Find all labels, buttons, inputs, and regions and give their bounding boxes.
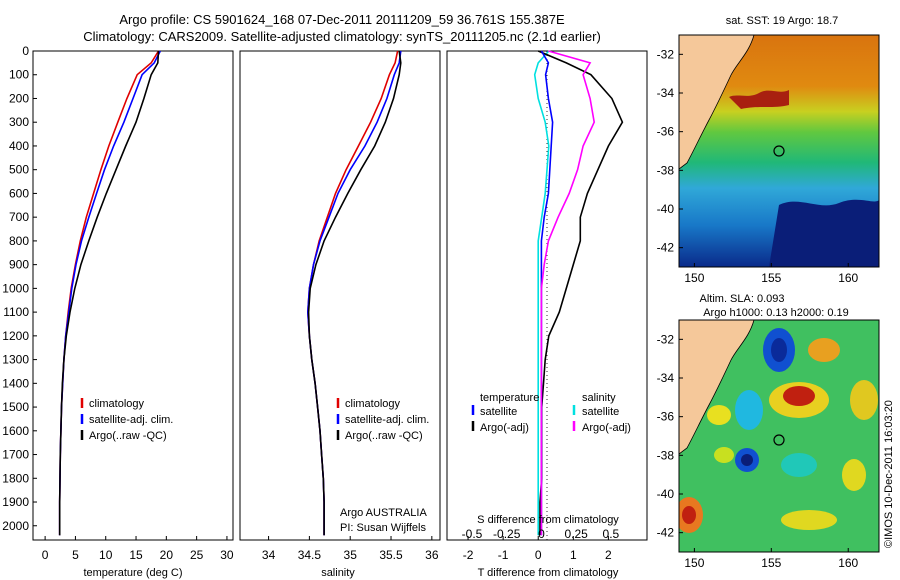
sst-map-title: sat. SST: 19 Argo: 18.7	[726, 15, 839, 27]
lat-tick-label: -36	[657, 125, 675, 139]
lat-tick-label: -34	[657, 371, 675, 385]
series-line-argo-raw-qc-	[307, 50, 402, 536]
sal-xlabel: salinity	[321, 567, 355, 579]
argo-credit-line2: PI: Susan Wijffels	[340, 522, 426, 534]
sst-map: sat. SST: 19 Argo: 18.7 -3	[657, 15, 880, 285]
sal-legend-satellite: satellite-adj. clim.	[345, 414, 429, 426]
temp-legend-satellite: satellite-adj. clim.	[89, 414, 173, 426]
series-line-salinity-argo-adj-	[540, 50, 596, 536]
lat-tick-label: -42	[657, 526, 675, 540]
x-tick-label: -1	[498, 548, 509, 562]
temp-legend: climatology satellite-adj. clim. Argo(..…	[80, 398, 173, 442]
y-tick-label: 0	[22, 44, 29, 58]
y-tick-label: 1700	[2, 448, 29, 462]
y-tick-label: 1800	[2, 471, 29, 485]
sal-legend-climatology: climatology	[345, 398, 401, 410]
lat-tick-label: -40	[657, 487, 675, 501]
s-tick-label: 0	[538, 527, 545, 541]
x-tick-label: 5	[72, 548, 79, 562]
series-line-temperature-satellite	[533, 50, 550, 536]
y-tick-label: 400	[9, 139, 29, 153]
y-tick-label: 100	[9, 68, 29, 82]
lat-tick-label: -38	[657, 163, 675, 177]
y-tick-label: 700	[9, 210, 29, 224]
t-diff-label: T difference from climatology	[478, 567, 619, 579]
y-tick-label: 1400	[2, 376, 29, 390]
temperature-panel: 0100200300400500600700800900100011001200…	[2, 44, 234, 579]
x-tick-label: 0	[535, 548, 542, 562]
x-tick-label: 15	[129, 548, 143, 562]
x-tick-label: -2	[463, 548, 474, 562]
y-tick-label: 200	[9, 91, 29, 105]
y-tick-label: 900	[9, 258, 29, 272]
lat-tick-label: -40	[657, 202, 675, 216]
s-tick-label: -0.5	[462, 527, 483, 541]
y-tick-label: 1000	[2, 281, 29, 295]
lat-tick-label: -38	[657, 448, 675, 462]
y-tick-label: 1900	[2, 495, 29, 509]
lon-tick-label: 155	[761, 556, 781, 570]
x-tick-label: 34.5	[298, 548, 322, 562]
x-tick-label: 36	[425, 548, 439, 562]
x-tick-label: 20	[160, 548, 174, 562]
lat-tick-label: -42	[657, 241, 675, 255]
diff-legend-temp-argo: Argo(-adj)	[480, 422, 529, 434]
y-tick-label: 300	[9, 115, 29, 129]
x-tick-label: 1	[570, 548, 577, 562]
diff-legend-sal-head: salinity	[582, 392, 616, 404]
x-tick-label: 34	[262, 548, 276, 562]
y-tick-label: 800	[9, 234, 29, 248]
diff-legend-sal-sat: satellite	[582, 406, 619, 418]
sla-map-title-1: Altim. SLA: 0.093	[700, 293, 785, 305]
s-tick-label: -0.25	[493, 527, 521, 541]
title-line-1: Argo profile: CS 5901624_168 07-Dec-2011…	[119, 12, 565, 27]
lon-tick-label: 155	[761, 271, 781, 285]
temp-legend-climatology: climatology	[89, 398, 145, 410]
y-tick-label: 500	[9, 163, 29, 177]
y-tick-label: 1500	[2, 400, 29, 414]
sal-legend: climatology satellite-adj. clim. Argo(..…	[336, 398, 429, 442]
title-line-2: Climatology: CARS2009. Satellite-adjuste…	[83, 29, 601, 44]
sal-legend-argo: Argo(..raw -QC)	[345, 430, 423, 442]
lat-tick-label: -36	[657, 410, 675, 424]
temp-xlabel: temperature (deg C)	[83, 567, 182, 579]
lat-tick-label: -32	[657, 47, 675, 61]
lat-tick-label: -32	[657, 332, 675, 346]
x-tick-label: 25	[190, 548, 204, 562]
lon-tick-label: 150	[684, 271, 704, 285]
temp-legend-argo: Argo(..raw -QC)	[89, 430, 167, 442]
lon-tick-label: 150	[684, 556, 704, 570]
argo-credit-line1: Argo AUSTRALIA	[340, 507, 427, 519]
diff-legend-temp-head: temperature	[480, 392, 539, 404]
s-diff-label: S difference from climatology	[477, 514, 619, 526]
sla-map-title-2: Argo h1000: 0.13 h2000: 0.19	[703, 307, 849, 319]
x-tick-label: 0	[42, 548, 49, 562]
s-tick-label: 0.25	[564, 527, 588, 541]
s-tick-label: 0.5	[603, 527, 620, 541]
y-tick-label: 1600	[2, 424, 29, 438]
series-line-argo-raw-qc-	[58, 50, 160, 536]
lon-tick-label: 160	[838, 556, 858, 570]
y-tick-label: 1100	[3, 305, 29, 319]
imos-credit: ©IMOS 10-Dec-2011 16:03:20	[883, 400, 895, 548]
x-tick-label: 30	[220, 548, 234, 562]
y-tick-label: 1300	[2, 353, 29, 367]
lon-tick-label: 160	[838, 271, 858, 285]
x-tick-label: 10	[99, 548, 113, 562]
x-tick-label: 35	[344, 548, 358, 562]
lat-tick-label: -34	[657, 86, 675, 100]
x-tick-label: 35.5	[379, 548, 403, 562]
x-tick-label: 2	[605, 548, 612, 562]
y-tick-label: 600	[9, 186, 29, 200]
diff-legend-sal-argo: Argo(-adj)	[582, 422, 631, 434]
diff-legend-temp-sat: satellite	[480, 406, 517, 418]
sla-map: Altim. SLA: 0.093 Argo h1000: 0.13 h2000…	[657, 293, 880, 570]
y-tick-label: 1200	[2, 329, 29, 343]
diff-legend: temperature satellite Argo(-adj) salinit…	[471, 392, 631, 434]
salinity-panel: 34 34.5 35 35.5 36 salinity climatology sate…	[239, 50, 441, 579]
y-tick-label: 2000	[2, 519, 29, 533]
difference-panel: temperature satellite Argo(-adj) salinit…	[446, 50, 648, 579]
